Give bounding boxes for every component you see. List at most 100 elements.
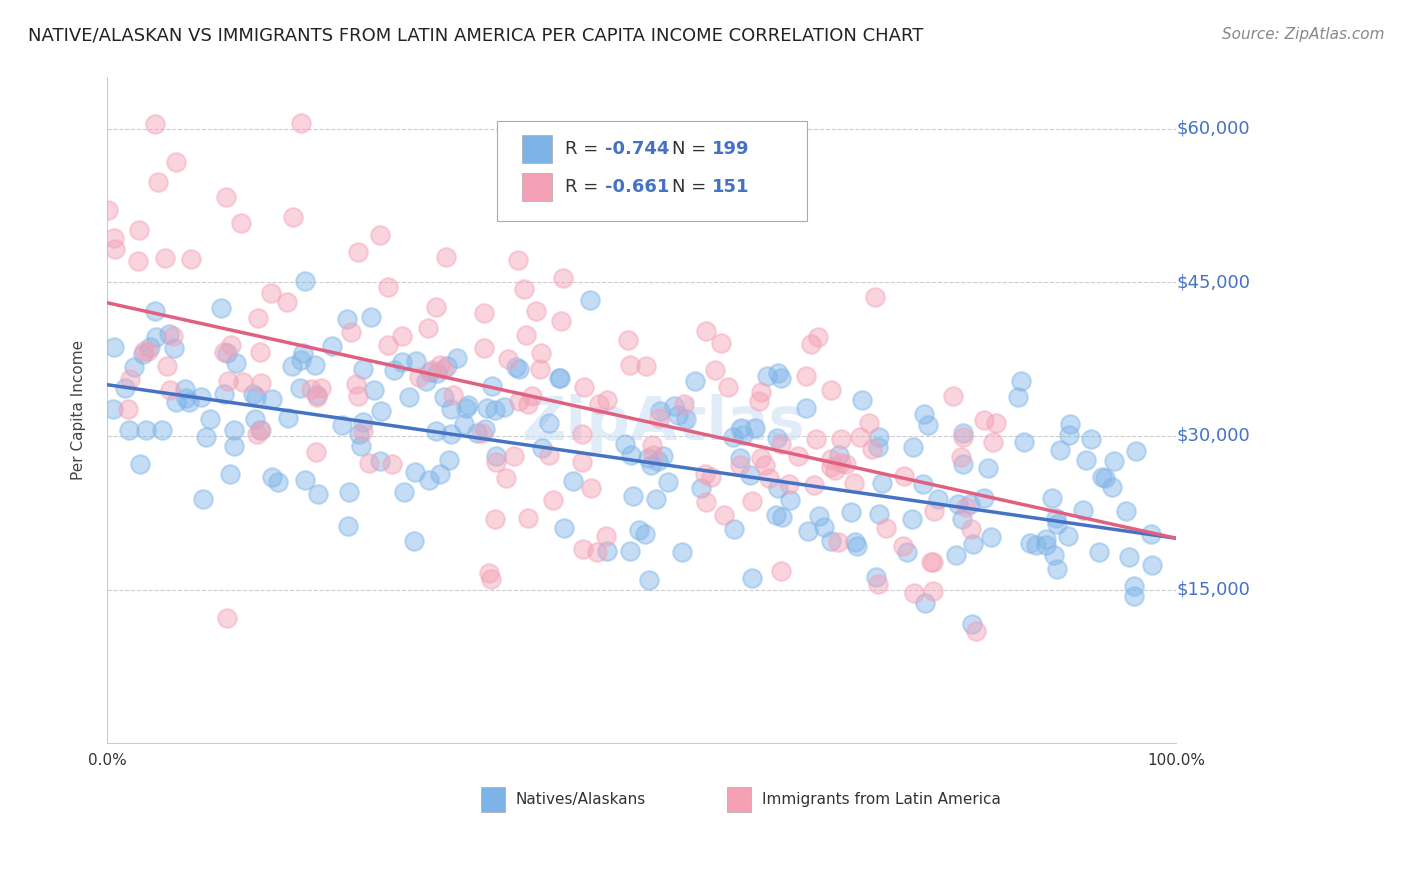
Point	[471, 426, 494, 441]
Point	[800, 337, 823, 351]
Point	[215, 190, 238, 204]
Point	[1102, 453, 1125, 467]
Point	[290, 116, 312, 130]
Point	[419, 365, 441, 379]
Point	[845, 539, 868, 553]
Point	[562, 474, 585, 488]
Point	[1035, 532, 1057, 546]
Point	[893, 468, 915, 483]
Point	[730, 421, 752, 435]
Point	[637, 451, 659, 466]
Point	[713, 508, 735, 523]
Point	[960, 616, 983, 631]
Point	[368, 454, 391, 468]
Text: Natives/Alaskans: Natives/Alaskans	[516, 792, 645, 807]
Point	[212, 387, 235, 401]
Point	[217, 374, 239, 388]
Point	[651, 450, 673, 464]
Point	[194, 430, 217, 444]
Point	[1040, 491, 1063, 505]
Point	[530, 441, 553, 455]
Point	[280, 359, 302, 373]
Point	[541, 493, 564, 508]
Point	[103, 231, 125, 245]
Point	[225, 356, 247, 370]
Point	[309, 381, 332, 395]
Point	[984, 416, 1007, 430]
Point	[672, 397, 695, 411]
Point	[640, 458, 662, 472]
Point	[741, 571, 763, 585]
Point	[671, 545, 693, 559]
Point	[250, 423, 273, 437]
Point	[145, 329, 167, 343]
Point	[769, 564, 792, 578]
Text: Immigrants from Latin America: Immigrants from Latin America	[762, 792, 1001, 807]
Point	[391, 354, 413, 368]
Point	[1025, 538, 1047, 552]
Point	[97, 202, 120, 217]
Point	[1046, 562, 1069, 576]
Point	[1080, 432, 1102, 446]
Point	[127, 253, 149, 268]
Point	[645, 491, 668, 506]
Text: $45,000: $45,000	[1177, 273, 1250, 292]
Point	[1087, 544, 1109, 558]
Point	[305, 390, 328, 404]
Point	[721, 430, 744, 444]
Point	[246, 426, 269, 441]
Point	[870, 476, 893, 491]
Point	[530, 345, 553, 359]
Point	[842, 476, 865, 491]
Point	[190, 390, 212, 404]
Point	[156, 359, 179, 373]
Point	[165, 154, 187, 169]
Point	[441, 388, 464, 402]
Point	[465, 425, 488, 440]
Point	[804, 432, 827, 446]
Point	[683, 374, 706, 388]
Point	[420, 363, 443, 377]
Point	[903, 440, 925, 454]
Point	[157, 327, 180, 342]
Point	[217, 346, 239, 360]
Point	[415, 374, 437, 388]
Point	[288, 381, 311, 395]
Point	[294, 474, 316, 488]
Point	[506, 252, 529, 267]
Point	[377, 279, 399, 293]
Point	[666, 409, 689, 423]
Point	[955, 500, 977, 515]
Text: $30,000: $30,000	[1177, 427, 1250, 445]
Point	[537, 417, 560, 431]
Point	[650, 404, 672, 418]
Point	[436, 359, 458, 373]
Text: -0.744: -0.744	[606, 140, 669, 159]
Point	[550, 314, 572, 328]
Point	[922, 583, 945, 598]
Point	[977, 461, 1000, 475]
Point	[717, 380, 740, 394]
Point	[114, 381, 136, 395]
Point	[260, 286, 283, 301]
Point	[307, 388, 329, 402]
Point	[741, 494, 763, 508]
Point	[1122, 579, 1144, 593]
Point	[209, 301, 232, 315]
Point	[1035, 538, 1057, 552]
Point	[484, 403, 506, 417]
Point	[118, 372, 141, 386]
Point	[770, 510, 793, 524]
Point	[1012, 434, 1035, 449]
Point	[291, 345, 314, 359]
Point	[162, 329, 184, 343]
Point	[778, 477, 800, 491]
Text: $60,000: $60,000	[1177, 120, 1250, 137]
Point	[299, 382, 322, 396]
Point	[596, 392, 619, 407]
Point	[336, 312, 359, 326]
Point	[479, 572, 502, 586]
Point	[174, 382, 197, 396]
Point	[283, 210, 305, 224]
Point	[307, 487, 329, 501]
